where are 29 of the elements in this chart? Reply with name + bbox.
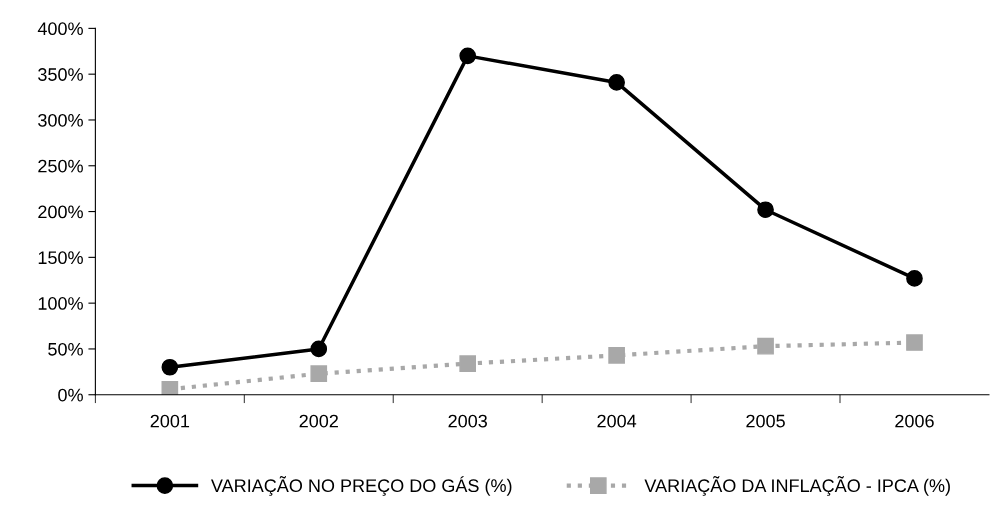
x-tick-label: 2004 [597, 414, 637, 428]
x-tick-label: 2003 [448, 414, 487, 428]
y-tick-label: 150% [38, 251, 83, 265]
point [608, 347, 625, 364]
point [459, 355, 477, 372]
point [608, 74, 625, 91]
legend-label: VARIAÇÃO NO PREÇO DO GÁS (%) [210, 476, 512, 496]
y-tick-label: 400% [37, 22, 83, 36]
y-tick-label: 250% [38, 159, 83, 173]
point [161, 358, 179, 376]
y-tick-label: 50% [48, 342, 83, 356]
point [161, 380, 179, 395]
point [757, 201, 774, 219]
point [459, 47, 477, 65]
y-tick-label: 300% [38, 113, 83, 127]
y-tick-label: 100% [38, 297, 83, 310]
x-tick-label: 2005 [746, 414, 785, 428]
y-tick-label: 0% [58, 388, 83, 402]
point [310, 340, 328, 358]
x-tick-label: 2001 [150, 414, 190, 428]
y-tick-label: 350% [38, 68, 83, 81]
x-tick-label: 2006 [895, 414, 934, 428]
point [310, 365, 328, 383]
point [906, 334, 923, 351]
x-tick-label: 2002 [299, 414, 338, 428]
y-tick-label: 200% [38, 205, 83, 219]
legend-label: VARIAÇÃO DA INFLAÇÃO - IPCA (%) [644, 476, 950, 496]
point [757, 337, 774, 355]
point [906, 270, 923, 287]
